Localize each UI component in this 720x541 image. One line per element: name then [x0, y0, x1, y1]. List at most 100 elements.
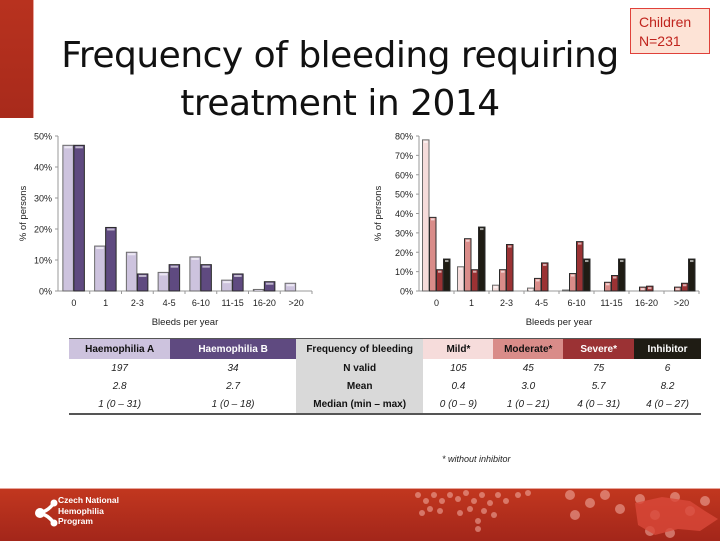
y-tick-label: 70%: [395, 151, 413, 161]
y-tick-label: 0%: [39, 287, 52, 297]
bar-highlight: [138, 274, 147, 277]
bar-highlight: [473, 270, 477, 273]
bar-highlight: [641, 288, 645, 291]
bar-highlight: [265, 282, 274, 285]
x-tick-label: 4-5: [163, 298, 176, 308]
bar-highlight: [127, 253, 136, 256]
bar: [189, 256, 201, 292]
bar-highlight: [683, 284, 687, 287]
x-tick-label: 2-3: [500, 298, 513, 308]
table-header-row: Haemophilia A Haemophilia B Frequency of…: [69, 338, 701, 359]
y-tick-label: 30%: [34, 194, 52, 204]
decoration-dot: [437, 508, 443, 514]
y-tick-label: 20%: [34, 225, 52, 235]
bar: [576, 241, 584, 292]
bar-highlight: [254, 290, 263, 291]
title-line-1: Frequency of bleeding requiring: [61, 35, 619, 76]
y-tick-label: 0%: [400, 287, 413, 297]
decoration-dot: [615, 504, 625, 514]
bar-highlight: [234, 274, 242, 277]
y-tick-label: 20%: [395, 248, 413, 258]
bar: [422, 139, 430, 292]
bar-highlight: [606, 283, 610, 286]
decoration-dot: [585, 498, 595, 508]
y-axis-label: % of persons: [373, 186, 384, 242]
bar-highlight: [445, 260, 449, 263]
bar: [436, 269, 444, 292]
decoration-dot: [525, 490, 531, 496]
decoration-dot: [495, 492, 501, 498]
bar-highlight: [578, 242, 582, 245]
decoration-dot: [427, 506, 433, 512]
bar-highlight: [501, 270, 505, 273]
bar-highlight: [191, 257, 199, 260]
bar-highlight: [438, 270, 442, 273]
decoration-dot: [503, 498, 509, 504]
bar-highlight: [585, 260, 589, 263]
bar: [73, 144, 85, 292]
decoration-dot: [415, 492, 421, 498]
footer-band: Czech National Hemophilia Program: [0, 488, 720, 541]
decoration-dot: [447, 492, 453, 498]
summary-table: Haemophilia A Haemophilia B Frequency of…: [69, 338, 701, 415]
x-tick-label: >20: [288, 298, 303, 308]
decoration-dot: [481, 508, 487, 514]
bar-highlight: [159, 273, 168, 276]
header-severe: Severe*: [563, 338, 635, 359]
bar-highlight: [494, 286, 498, 289]
x-tick-label: 6-10: [192, 298, 210, 308]
x-tick-label: 1: [103, 298, 108, 308]
bar-highlight: [690, 260, 694, 263]
bar-highlight: [466, 239, 470, 242]
bar: [284, 282, 297, 292]
decoration-dot: [515, 492, 521, 498]
bar-highlight: [648, 287, 652, 290]
bar: [471, 269, 479, 292]
bar: [457, 266, 465, 292]
bar: [168, 264, 181, 292]
table-row: 2.8 2.7 Mean 0.4 3.0 5.7 8.2: [69, 377, 701, 395]
x-tick-label: 4-5: [535, 298, 548, 308]
cell-moderate: 3.0: [521, 380, 536, 392]
x-tick-label: >20: [674, 298, 689, 308]
decoration-dot: [419, 510, 425, 516]
header-moderate: Moderate*: [493, 338, 564, 359]
cell-mild: 0.4: [451, 380, 466, 392]
cell-inhibitor: 8.2: [660, 380, 675, 392]
molecule-map-decoration-icon: [415, 490, 718, 538]
bar-highlight: [286, 284, 295, 287]
x-axis-label: Bleeds per year: [152, 317, 219, 328]
decoration-dot: [600, 490, 610, 500]
decoration-dot: [423, 498, 429, 504]
bar-highlight: [170, 265, 179, 268]
bar-highlight: [613, 276, 617, 279]
bar-highlight: [459, 267, 463, 270]
y-axis-label: % of persons: [18, 186, 29, 242]
bar-highlight: [107, 228, 115, 231]
decoration-dot: [431, 492, 437, 498]
cell-b: 34: [227, 362, 239, 374]
x-axis-label: Bleeds per year: [526, 317, 593, 328]
cnhp-logo-text: Czech National Hemophilia Program: [58, 495, 119, 527]
bar: [464, 238, 472, 292]
bar-highlight: [96, 247, 104, 250]
badge-label: Children: [639, 14, 692, 30]
y-tick-label: 10%: [395, 267, 413, 277]
decoration-dot: [700, 496, 710, 506]
header-inhibitor: Inhibitor: [634, 338, 701, 359]
cell-inhibitor: 4 (0 – 27): [646, 398, 689, 410]
x-tick-label: 11-15: [221, 298, 243, 308]
bar-highlight: [480, 228, 484, 231]
footnote: * without inhibitor: [442, 454, 511, 464]
y-tick-label: 50%: [34, 132, 52, 142]
title-line-2: treatment in 2014: [180, 83, 500, 124]
y-tick-label: 60%: [395, 170, 413, 180]
decoration-dot: [479, 492, 485, 498]
bar: [429, 216, 437, 292]
bar-highlight: [424, 140, 428, 143]
bar: [478, 226, 486, 292]
cell-b: 2.7: [226, 380, 241, 392]
decoration-dot: [475, 526, 481, 532]
czech-map-shape: [635, 497, 718, 535]
decoration-dot: [439, 498, 445, 504]
